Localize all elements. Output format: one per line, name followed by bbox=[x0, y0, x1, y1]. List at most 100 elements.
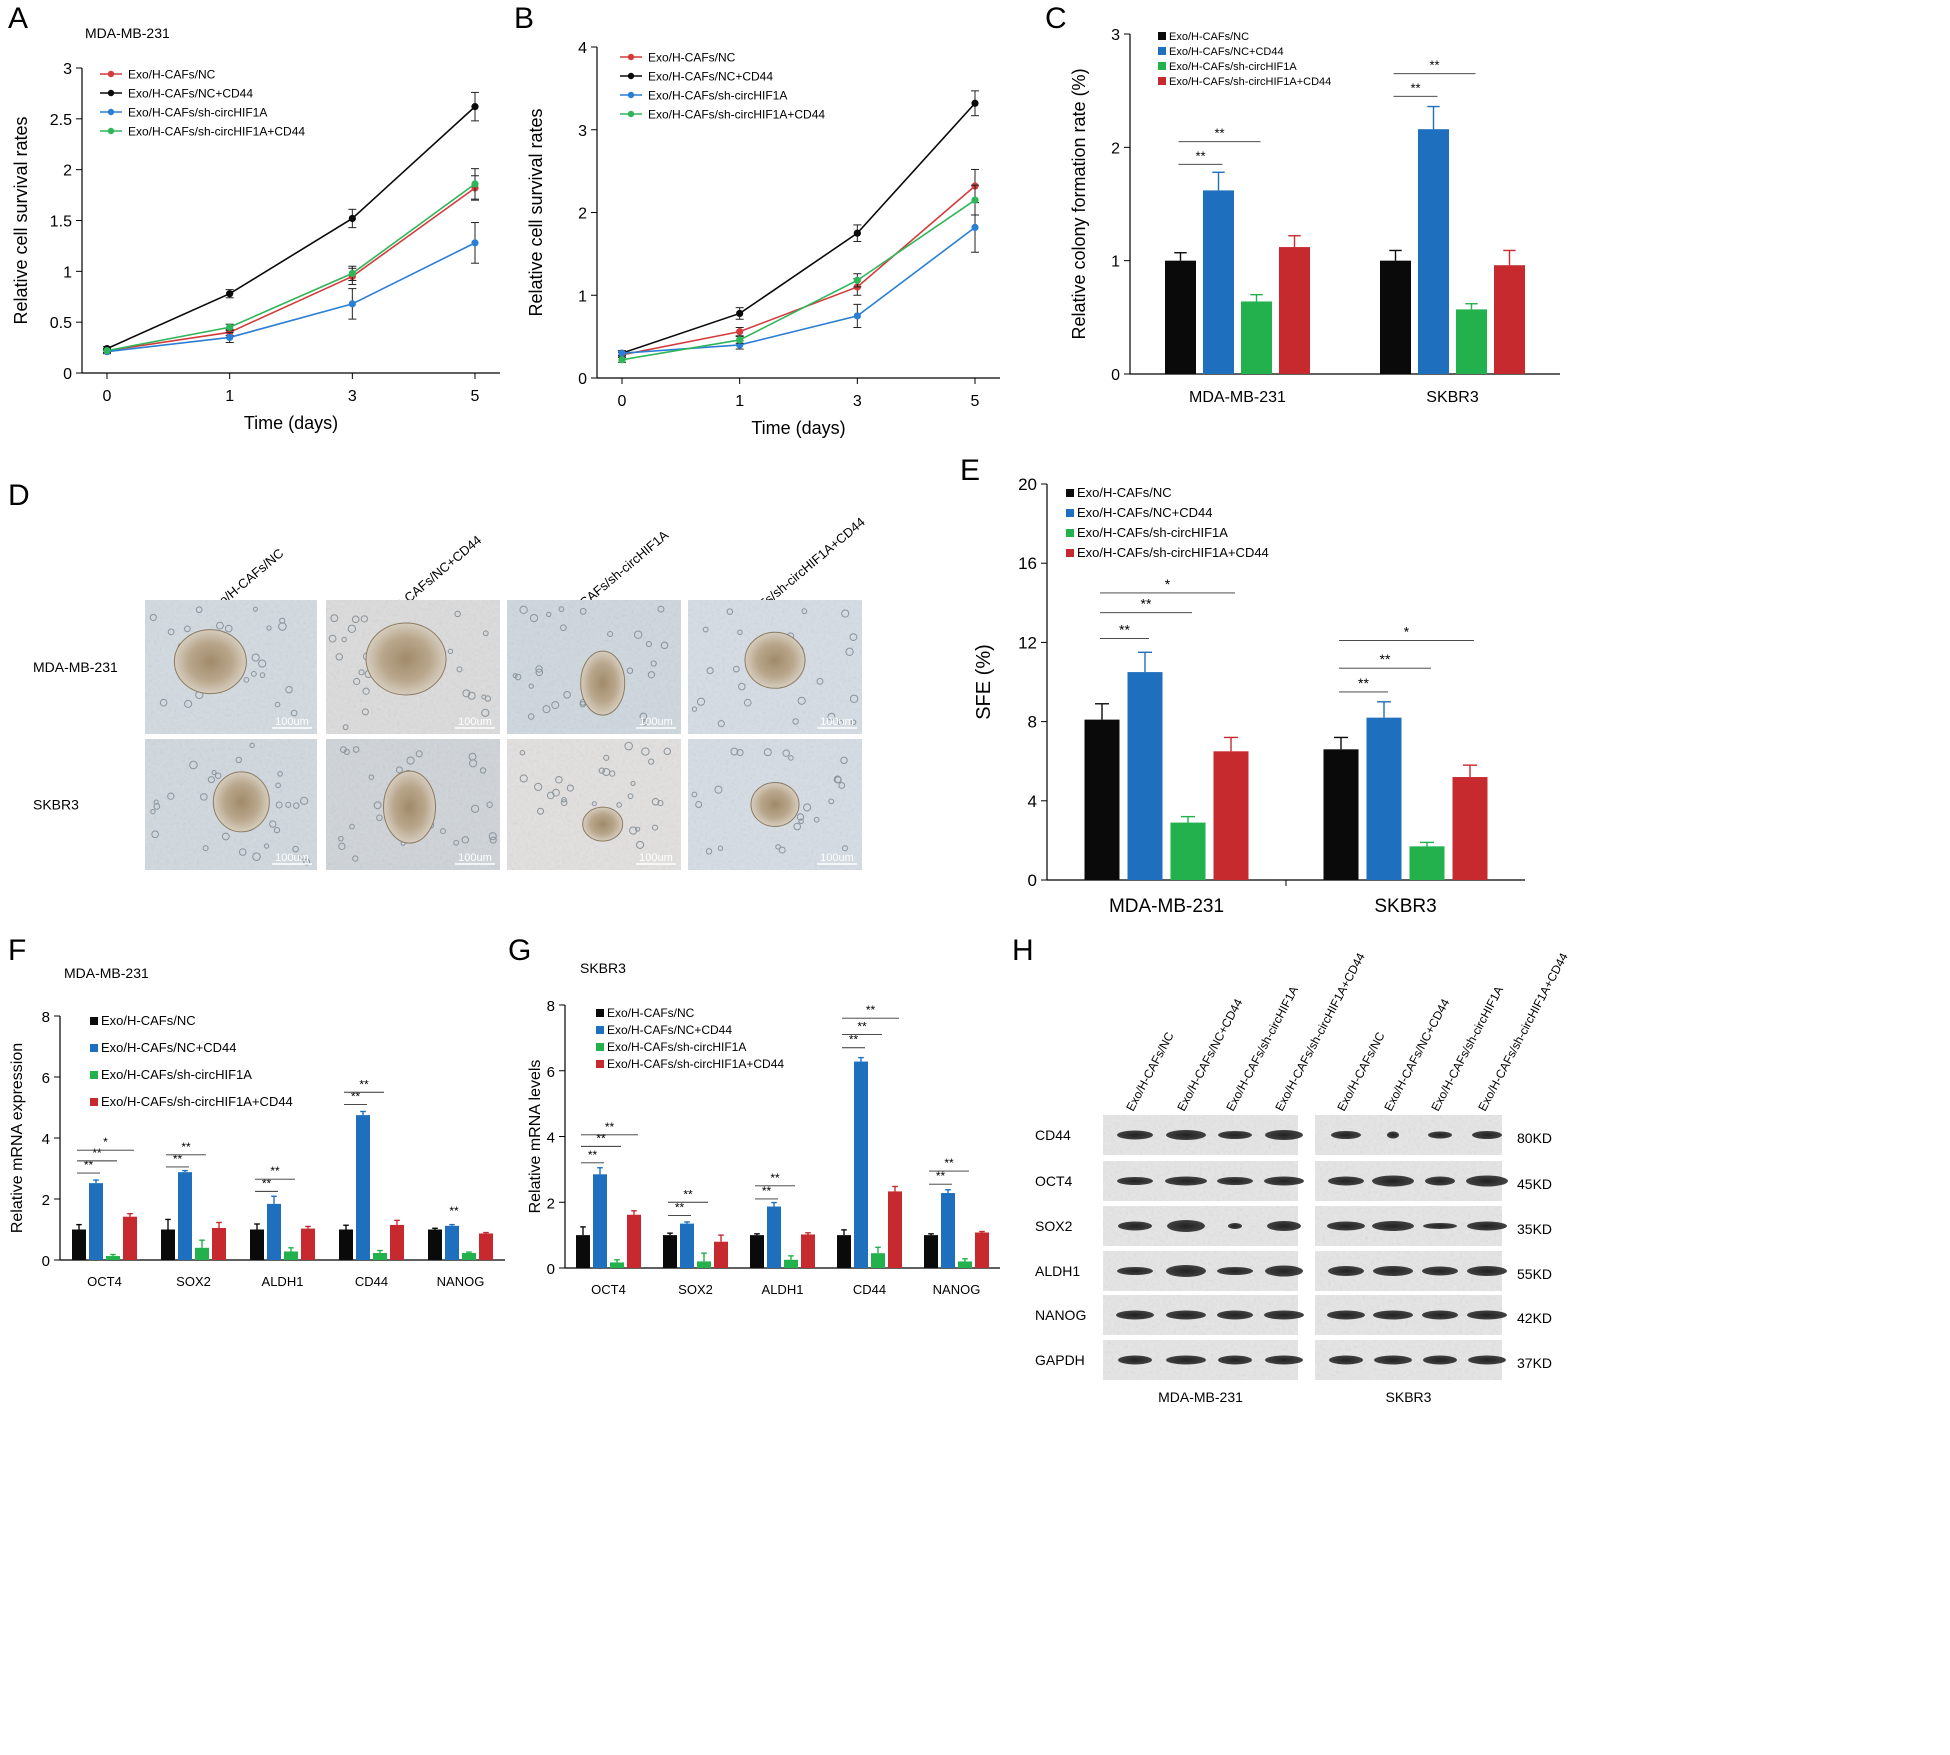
bar bbox=[356, 1115, 370, 1260]
x-axis-label: Time (days) bbox=[751, 418, 845, 438]
y-tick-label: 1.5 bbox=[50, 214, 72, 231]
cell-spheroid bbox=[580, 650, 626, 716]
bar bbox=[610, 1262, 624, 1268]
single-cell bbox=[647, 671, 656, 679]
bar bbox=[854, 1061, 868, 1268]
single-cell bbox=[845, 647, 854, 656]
y-tick-label: 6 bbox=[42, 1070, 50, 1087]
panel-label-c: C bbox=[1045, 2, 1067, 35]
single-cell bbox=[338, 842, 346, 851]
single-cell bbox=[828, 798, 835, 805]
bar bbox=[975, 1232, 989, 1268]
data-point bbox=[471, 103, 479, 111]
single-cell bbox=[214, 772, 222, 779]
single-cell bbox=[519, 605, 528, 615]
bar bbox=[445, 1225, 459, 1260]
single-cell bbox=[519, 774, 528, 783]
single-cell bbox=[362, 687, 370, 695]
single-cell bbox=[566, 784, 574, 792]
legend-entry: Exo/H-CAFs/sh-circHIF1A+CD44 bbox=[1077, 545, 1269, 560]
single-cell bbox=[249, 742, 255, 749]
bar bbox=[837, 1235, 851, 1268]
single-cell bbox=[258, 659, 267, 668]
single-cell bbox=[251, 653, 260, 662]
single-cell bbox=[736, 748, 744, 757]
x-tick-label: NANOG bbox=[933, 1282, 981, 1297]
bar bbox=[924, 1235, 938, 1268]
data-point bbox=[736, 336, 744, 344]
single-cell bbox=[275, 782, 281, 789]
blot-band bbox=[1265, 1355, 1303, 1365]
single-cell bbox=[189, 760, 198, 770]
single-cell bbox=[352, 855, 359, 862]
single-cell bbox=[415, 750, 423, 758]
bar bbox=[1165, 260, 1196, 374]
x-tick-label: OCT4 bbox=[591, 1282, 626, 1297]
x-tick-label: 3 bbox=[853, 393, 862, 410]
significance-label: ** bbox=[1141, 596, 1152, 612]
bar bbox=[212, 1227, 226, 1260]
single-cell bbox=[269, 820, 277, 828]
legend-entry: Exo/H-CAFs/NC bbox=[128, 68, 216, 82]
single-cell bbox=[341, 636, 347, 643]
legend-swatch bbox=[596, 1043, 604, 1051]
legend-entry: Exo/H-CAFs/NC bbox=[648, 51, 736, 65]
legend-swatch bbox=[1066, 549, 1074, 557]
bar bbox=[339, 1229, 353, 1260]
legend-entry: Exo/H-CAFs/sh-circHIF1A bbox=[1077, 525, 1228, 540]
x-tick-label: 5 bbox=[971, 393, 980, 410]
bar bbox=[680, 1223, 694, 1268]
legend-entry: Exo/H-CAFs/NC bbox=[101, 1013, 196, 1028]
single-cell bbox=[275, 801, 283, 809]
blot-band bbox=[1264, 1310, 1304, 1320]
legend-entry: Exo/H-CAFs/sh-circHIF1A+CD44 bbox=[101, 1094, 293, 1109]
blot-band bbox=[1218, 1355, 1252, 1365]
blot-band bbox=[1467, 1266, 1507, 1276]
single-cell bbox=[351, 615, 360, 624]
bar bbox=[1323, 749, 1359, 880]
single-cell bbox=[224, 624, 233, 633]
single-cell bbox=[560, 799, 568, 806]
y-tick-label: 0 bbox=[578, 371, 587, 388]
data-point bbox=[226, 323, 234, 331]
legend-entry: Exo/H-CAFs/sh-circHIF1A bbox=[101, 1067, 252, 1082]
single-cell bbox=[368, 774, 375, 780]
scale-bar-label: 100um bbox=[275, 716, 309, 728]
single-cell bbox=[730, 747, 739, 756]
y-tick-label: 8 bbox=[42, 1009, 50, 1026]
blot-band bbox=[1374, 1355, 1412, 1365]
single-cell bbox=[657, 800, 664, 807]
blot-band bbox=[1166, 1310, 1206, 1320]
legend-entry: Exo/H-CAFs/sh-circHIF1A+CD44 bbox=[607, 1057, 784, 1071]
single-cell bbox=[347, 624, 357, 633]
single-cell bbox=[663, 747, 671, 756]
bar bbox=[888, 1191, 902, 1268]
single-cell bbox=[560, 624, 567, 632]
significance-label: ** bbox=[762, 1184, 772, 1198]
blot-protein-label: GAPDH bbox=[1035, 1352, 1085, 1368]
data-point bbox=[971, 223, 979, 231]
y-tick-label: 8 bbox=[1028, 713, 1037, 732]
single-cell bbox=[527, 713, 535, 720]
single-cell bbox=[616, 802, 622, 808]
panel-label-a: A bbox=[8, 2, 28, 35]
single-cell bbox=[468, 759, 478, 768]
x-tick-label: 0 bbox=[618, 393, 627, 410]
data-point bbox=[226, 333, 234, 342]
y-axis-label: Relative mRNA levels bbox=[527, 1060, 544, 1214]
blot-band bbox=[1422, 1266, 1458, 1276]
bar bbox=[801, 1234, 815, 1268]
legend-entry: Exo/H-CAFs/sh-circHIF1A+CD44 bbox=[648, 108, 825, 122]
bar bbox=[1418, 129, 1449, 374]
single-cell bbox=[235, 756, 242, 764]
y-tick-label: 0 bbox=[1028, 871, 1037, 890]
single-cell bbox=[279, 617, 286, 624]
x-tick-label: 5 bbox=[471, 388, 480, 405]
single-cell bbox=[648, 758, 655, 765]
blot-group-label: MDA-MB-231 bbox=[1158, 1389, 1243, 1405]
micrograph-texture bbox=[507, 739, 681, 870]
single-cell bbox=[546, 791, 555, 800]
single-cell bbox=[630, 780, 636, 786]
blot-band bbox=[1329, 1355, 1363, 1365]
bar bbox=[178, 1172, 192, 1260]
